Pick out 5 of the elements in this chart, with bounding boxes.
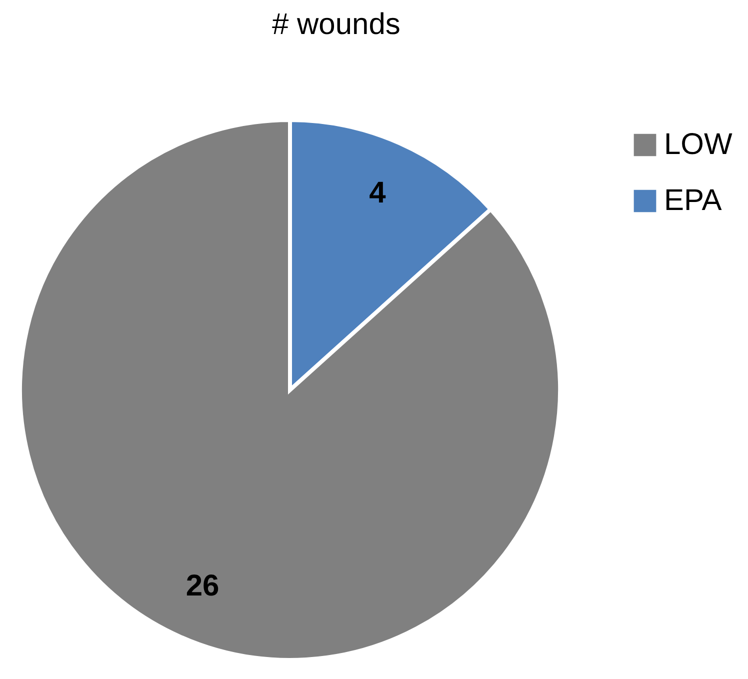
chart-title: # wounds — [272, 8, 400, 41]
data-label: 4 — [369, 176, 386, 210]
data-label: 26 — [186, 569, 220, 602]
legend-label: LOW — [664, 128, 734, 161]
legend-label: EPA — [664, 184, 722, 217]
